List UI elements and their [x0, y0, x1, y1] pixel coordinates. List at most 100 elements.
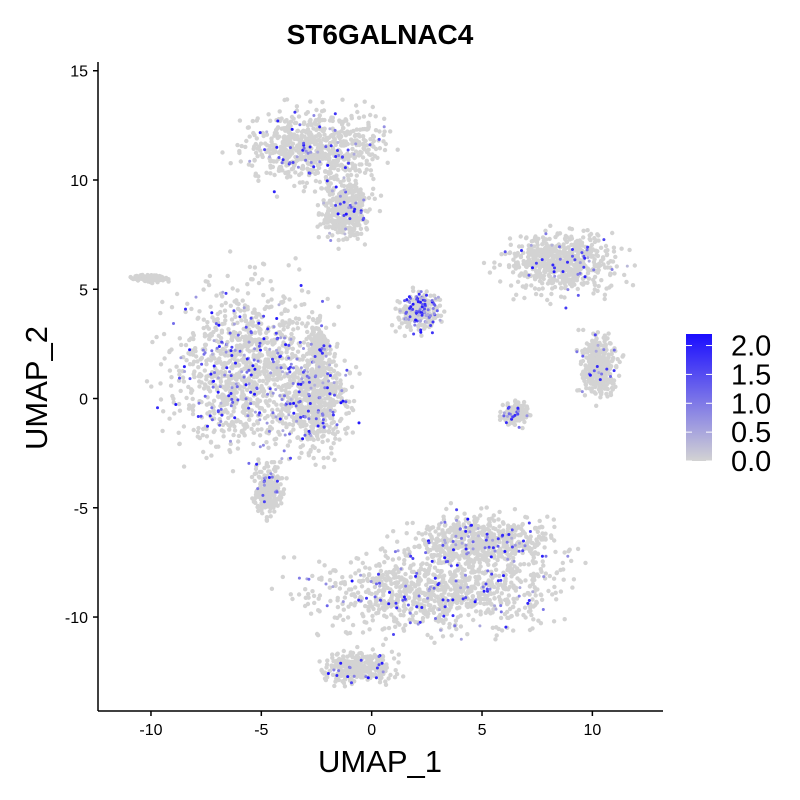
cell-point — [299, 288, 305, 293]
cell-point — [364, 551, 369, 556]
cell-point — [235, 288, 240, 293]
cell-point — [544, 241, 549, 246]
cell-point — [396, 556, 402, 561]
cell-point — [547, 573, 552, 579]
cell-point — [598, 343, 604, 348]
cell-point — [438, 313, 444, 318]
cell-point — [422, 567, 427, 573]
cell-point — [229, 317, 235, 322]
cell-point — [334, 399, 340, 405]
cell-point — [432, 315, 438, 321]
cell-point — [315, 432, 320, 437]
cell-point — [303, 587, 308, 592]
cell-point — [558, 294, 564, 299]
cell-point — [308, 611, 314, 616]
cell-point — [507, 584, 512, 590]
cell-point — [500, 402, 505, 408]
cell-point — [314, 631, 320, 637]
cell-point — [192, 374, 197, 380]
cell-point — [213, 325, 218, 330]
cell-point — [272, 493, 277, 498]
cell-point — [543, 228, 548, 233]
cell-point — [258, 327, 263, 332]
cell-point — [501, 521, 506, 526]
cell-point — [169, 305, 175, 310]
cell-point — [328, 347, 333, 352]
cell-point — [423, 531, 428, 536]
cell-point — [341, 654, 346, 659]
cell-point — [197, 379, 202, 384]
cell-point — [330, 652, 335, 657]
cell-point — [520, 284, 525, 289]
cell-point — [357, 371, 362, 376]
cell-point — [528, 605, 533, 610]
cell-point — [608, 341, 613, 346]
cell-point — [349, 405, 354, 411]
cell-point — [215, 311, 220, 317]
cell-point — [396, 660, 401, 665]
cell-point — [355, 644, 360, 650]
cell-point — [514, 253, 519, 258]
cell-point — [360, 611, 365, 617]
cell-point — [497, 539, 502, 545]
cell-point — [477, 560, 482, 565]
cell-point — [363, 565, 368, 570]
cell-point — [259, 469, 264, 475]
cell-point — [519, 412, 524, 417]
cell-point — [518, 532, 523, 537]
cell-point — [498, 600, 503, 605]
cell-point — [605, 336, 610, 341]
cell-point — [255, 353, 260, 358]
cell-point — [606, 380, 611, 385]
cell-point — [484, 505, 489, 510]
cell-point — [470, 594, 475, 599]
cell-point — [558, 589, 564, 594]
cell-point — [264, 460, 270, 466]
cell-point — [222, 314, 228, 319]
cell-point — [186, 351, 191, 356]
cell-point — [245, 307, 250, 312]
cell-point — [326, 428, 332, 434]
cell-point — [240, 298, 245, 303]
cell-point — [317, 659, 322, 664]
cell-point — [408, 575, 413, 580]
cell-point — [224, 383, 229, 388]
cell-point — [370, 647, 375, 652]
cell-point — [526, 262, 531, 268]
cell-point — [250, 323, 256, 328]
cell-point — [402, 580, 407, 585]
cell-point — [444, 506, 449, 512]
cell-point — [446, 608, 451, 613]
cell-point — [134, 273, 139, 279]
cell-point — [620, 354, 625, 359]
cell-point — [581, 374, 586, 379]
cell-point — [548, 223, 553, 228]
cell-point — [160, 428, 165, 434]
cell-point — [581, 235, 586, 240]
cell-point — [569, 226, 575, 232]
cell-point — [562, 273, 568, 278]
cell-point — [612, 271, 617, 276]
cell-point — [381, 590, 386, 595]
cell-point — [371, 666, 376, 671]
cell-point — [526, 243, 531, 248]
cell-point — [363, 603, 368, 609]
cell-point — [518, 272, 523, 277]
cell-point — [337, 372, 342, 377]
cell-point — [464, 603, 469, 608]
cell-point — [390, 557, 396, 562]
cell-point — [552, 524, 557, 530]
cell-point — [463, 561, 468, 566]
cell-point — [251, 422, 256, 427]
cell-point — [496, 517, 501, 522]
cell-point — [403, 571, 408, 577]
cell-point — [261, 388, 267, 394]
cell-point — [197, 384, 202, 389]
cell-point — [480, 531, 485, 537]
cell-point — [486, 578, 491, 583]
cell-point — [249, 408, 254, 413]
cell-point — [225, 401, 230, 406]
cell-point — [547, 274, 553, 279]
cell-point — [507, 606, 513, 612]
cell-point — [546, 268, 551, 273]
